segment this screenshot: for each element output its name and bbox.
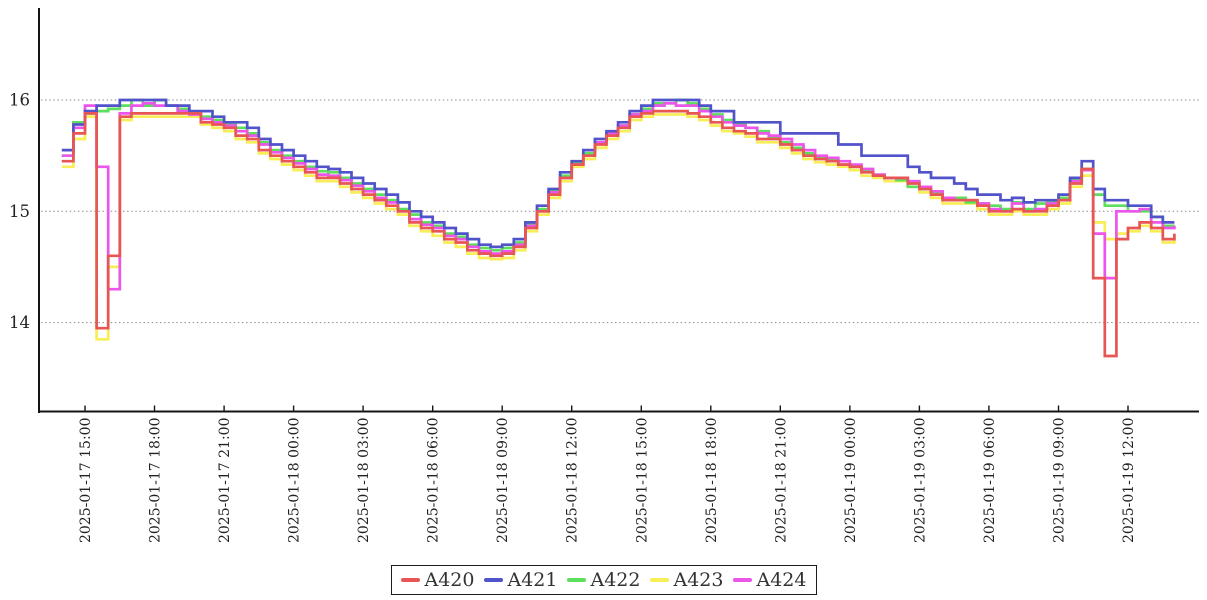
- series-line-A423: [61, 113, 1176, 341]
- x-axis-tick-label: 2025-01-18 03:00: [356, 418, 372, 544]
- x-axis-tick-label: 2025-01-18 06:00: [426, 418, 442, 544]
- legend-swatch-A422: [566, 578, 586, 582]
- x-axis-tick-label: 2025-01-17 18:00: [148, 418, 164, 544]
- y-axis-tick-label: 14: [9, 313, 30, 332]
- legend-label: A420: [424, 569, 475, 591]
- legend-swatch-A421: [483, 578, 503, 582]
- y-axis-tick-label: 15: [9, 202, 30, 221]
- legend-item-A422: A422: [566, 569, 641, 591]
- y-axis-tick-label: 16: [9, 91, 30, 110]
- legend-item-A424: A424: [732, 569, 807, 591]
- x-axis-tick-label: 2025-01-18 12:00: [565, 418, 581, 544]
- x-axis-tick-label: 2025-01-18 21:00: [773, 418, 789, 544]
- x-axis-tick-label: 2025-01-19 03:00: [912, 418, 928, 544]
- x-axis-tick-label: 2025-01-17 21:00: [217, 418, 233, 544]
- x-axis-tick-label: 2025-01-18 15:00: [634, 418, 650, 544]
- legend-label: A423: [673, 569, 724, 591]
- x-axis-tick-label: 2025-01-17 15:00: [78, 418, 94, 544]
- legend: A420 A421 A422 A423 A424: [390, 565, 817, 595]
- legend-label: A421: [507, 569, 558, 591]
- legend-item-A423: A423: [649, 569, 724, 591]
- x-axis-tick-label: 2025-01-18 18:00: [704, 418, 720, 544]
- legend-label: A424: [756, 569, 807, 591]
- x-axis-tick-label: 2025-01-18 09:00: [495, 418, 511, 544]
- series-line-A420: [61, 109, 1176, 358]
- legend-swatch-A420: [400, 578, 420, 582]
- x-axis-tick-label: 2025-01-19 06:00: [982, 418, 998, 544]
- legend-item-A420: A420: [400, 569, 475, 591]
- series-line-A421: [61, 98, 1175, 249]
- legend-label: A422: [590, 569, 641, 591]
- x-axis-tick-label: 2025-01-19 12:00: [1121, 418, 1137, 544]
- x-axis-tick-label: 2025-01-19 09:00: [1052, 418, 1068, 544]
- legend-item-A421: A421: [483, 569, 558, 591]
- x-axis-tick-label: 2025-01-18 00:00: [287, 418, 303, 544]
- legend-swatch-A423: [649, 578, 669, 582]
- x-axis-tick-label: 2025-01-19 00:00: [843, 418, 859, 544]
- legend-swatch-A424: [732, 578, 752, 582]
